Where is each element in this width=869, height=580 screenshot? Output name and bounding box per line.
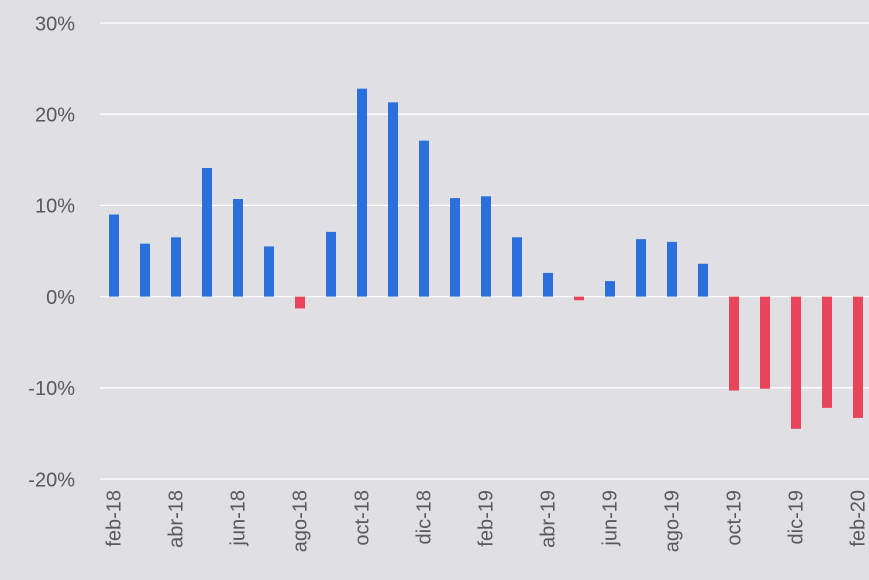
bar xyxy=(326,231,336,297)
bar xyxy=(698,263,708,297)
x-tick-label: oct-19 xyxy=(723,490,745,546)
x-tick-label: feb-19 xyxy=(475,490,497,547)
bar xyxy=(822,296,832,408)
bar xyxy=(388,102,398,297)
x-tick-label: abr-18 xyxy=(165,490,187,548)
bar xyxy=(171,237,181,297)
bar xyxy=(481,196,491,297)
bar xyxy=(729,296,739,391)
y-tick-label: 10% xyxy=(35,196,75,218)
bar xyxy=(667,241,677,297)
bar xyxy=(109,214,119,297)
bar xyxy=(202,168,212,297)
x-tick-label: jun-18 xyxy=(227,490,249,547)
bar xyxy=(419,140,429,297)
bar xyxy=(357,88,367,297)
y-tick-label: 20% xyxy=(35,104,75,126)
bar xyxy=(574,296,584,301)
bar xyxy=(760,296,770,389)
x-tick-label: dic-18 xyxy=(413,490,435,544)
x-tick-label: abr-19 xyxy=(537,490,559,548)
bar xyxy=(791,296,801,429)
y-tick-label: 30% xyxy=(35,13,75,35)
x-tick-label: dic-19 xyxy=(785,490,807,544)
y-tick-label: -10% xyxy=(28,378,75,400)
x-tick-label: jun-19 xyxy=(599,490,621,547)
x-tick-label: oct-18 xyxy=(351,490,373,546)
x-tick-label: feb-18 xyxy=(103,490,125,547)
bar xyxy=(264,246,274,297)
bar xyxy=(636,239,646,297)
bar xyxy=(543,272,553,297)
x-tick-label: ago-18 xyxy=(289,490,311,552)
x-tick-label: feb-20 xyxy=(847,490,869,547)
bar xyxy=(853,296,863,418)
y-tick-label: 0% xyxy=(46,287,75,309)
bar xyxy=(295,296,305,309)
bar xyxy=(450,198,460,297)
y-tick-label: -20% xyxy=(28,469,75,491)
bar xyxy=(140,243,150,297)
bar xyxy=(605,281,615,297)
bar xyxy=(512,237,522,297)
bar xyxy=(233,199,243,297)
x-tick-label: ago-19 xyxy=(661,490,683,552)
